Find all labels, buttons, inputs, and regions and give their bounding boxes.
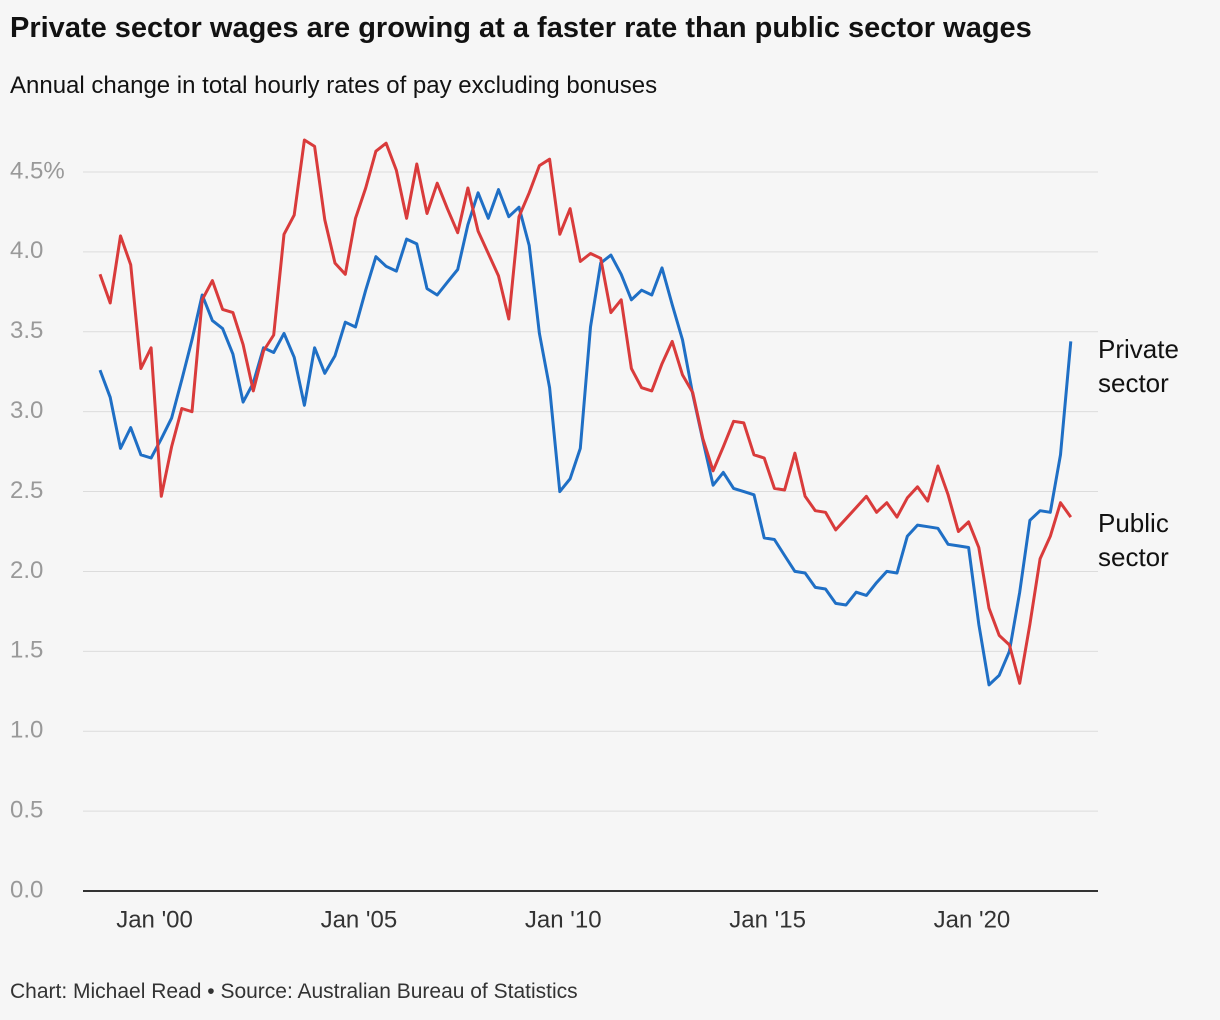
series-label: Private sector (1098, 334, 1179, 398)
x-tick-label: Jan '20 (934, 906, 1011, 933)
y-tick-label: 4.5% (10, 157, 65, 184)
chart-source: Chart: Michael Read • Source: Australian… (10, 980, 578, 1003)
x-tick-label: Jan '15 (729, 906, 806, 933)
x-tick-label: Jan '10 (525, 906, 602, 933)
series-line (98, 138, 1073, 685)
y-tick-label: 0.5 (10, 796, 43, 823)
y-tick-label: 1.5 (10, 637, 43, 664)
x-tick-label: Jan '00 (116, 906, 193, 933)
y-tick-label: 3.0 (10, 397, 43, 424)
y-tick-label: 1.0 (10, 717, 43, 744)
y-tick-label: 4.0 (10, 237, 43, 264)
y-tick-label: 0.0 (10, 876, 43, 903)
series-line (98, 188, 1073, 687)
x-tick-label: Jan '05 (321, 906, 398, 933)
series-label: Public sector (1098, 508, 1169, 572)
y-tick-label: 3.5 (10, 317, 43, 344)
chart-subtitle: Annual change in total hourly rates of p… (10, 72, 658, 99)
chart-title: Private sector wages are growing at a fa… (10, 12, 1032, 44)
y-tick-label: 2.0 (10, 557, 43, 584)
y-tick-label: 2.5 (10, 477, 43, 504)
